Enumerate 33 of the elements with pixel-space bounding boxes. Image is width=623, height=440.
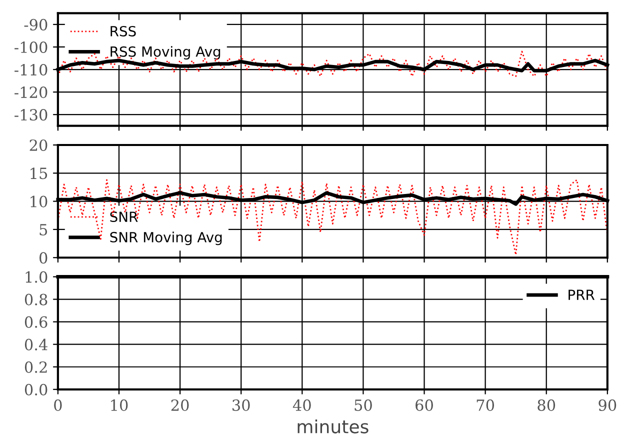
x-tick-label: 80 <box>538 399 556 411</box>
x-tick-label: 50 <box>354 399 372 411</box>
y-tick-label: 20 <box>30 139 48 152</box>
y-tick-label: 0.6 <box>24 316 48 328</box>
y-tick-label: -90 <box>24 18 48 30</box>
legend-label: PRR <box>568 290 595 300</box>
x-tick-label: 20 <box>171 399 189 411</box>
x-axis-title: minutes <box>298 419 368 434</box>
y-tick-label: -100 <box>14 41 48 54</box>
x-tick-label: 90 <box>598 399 616 411</box>
legend-label: RSS Moving Avg <box>110 46 220 60</box>
y-tick-label: 15 <box>30 168 48 180</box>
y-tick-label: 5 <box>40 224 48 236</box>
y-tick-label: 1.0 <box>26 271 48 283</box>
y-tick-label: 0.0 <box>24 384 48 396</box>
line-series <box>57 179 608 256</box>
legend-label: RSS <box>110 26 136 36</box>
legend-label: SNR <box>110 212 138 222</box>
y-tick-label: -120 <box>14 86 48 98</box>
y-tick-label: 10 <box>30 196 48 208</box>
y-tick-label: 0.4 <box>24 338 48 350</box>
y-tick-label: 0.8 <box>24 294 48 306</box>
x-tick-label: 70 <box>476 399 494 411</box>
y-tick-label: 0 <box>40 252 48 264</box>
y-tick-label: -130 <box>14 109 48 121</box>
x-tick-label: 30 <box>232 399 250 411</box>
x-tick-label: 0 <box>54 399 62 411</box>
x-tick-label: 60 <box>416 399 433 411</box>
x-tick-label: 10 <box>111 399 128 411</box>
y-tick-label: -110 <box>14 64 48 76</box>
x-tick-label: 40 <box>292 399 311 411</box>
y-tick-label: 0.2 <box>24 361 47 373</box>
legend-label: SNR Moving Avg <box>110 232 222 246</box>
